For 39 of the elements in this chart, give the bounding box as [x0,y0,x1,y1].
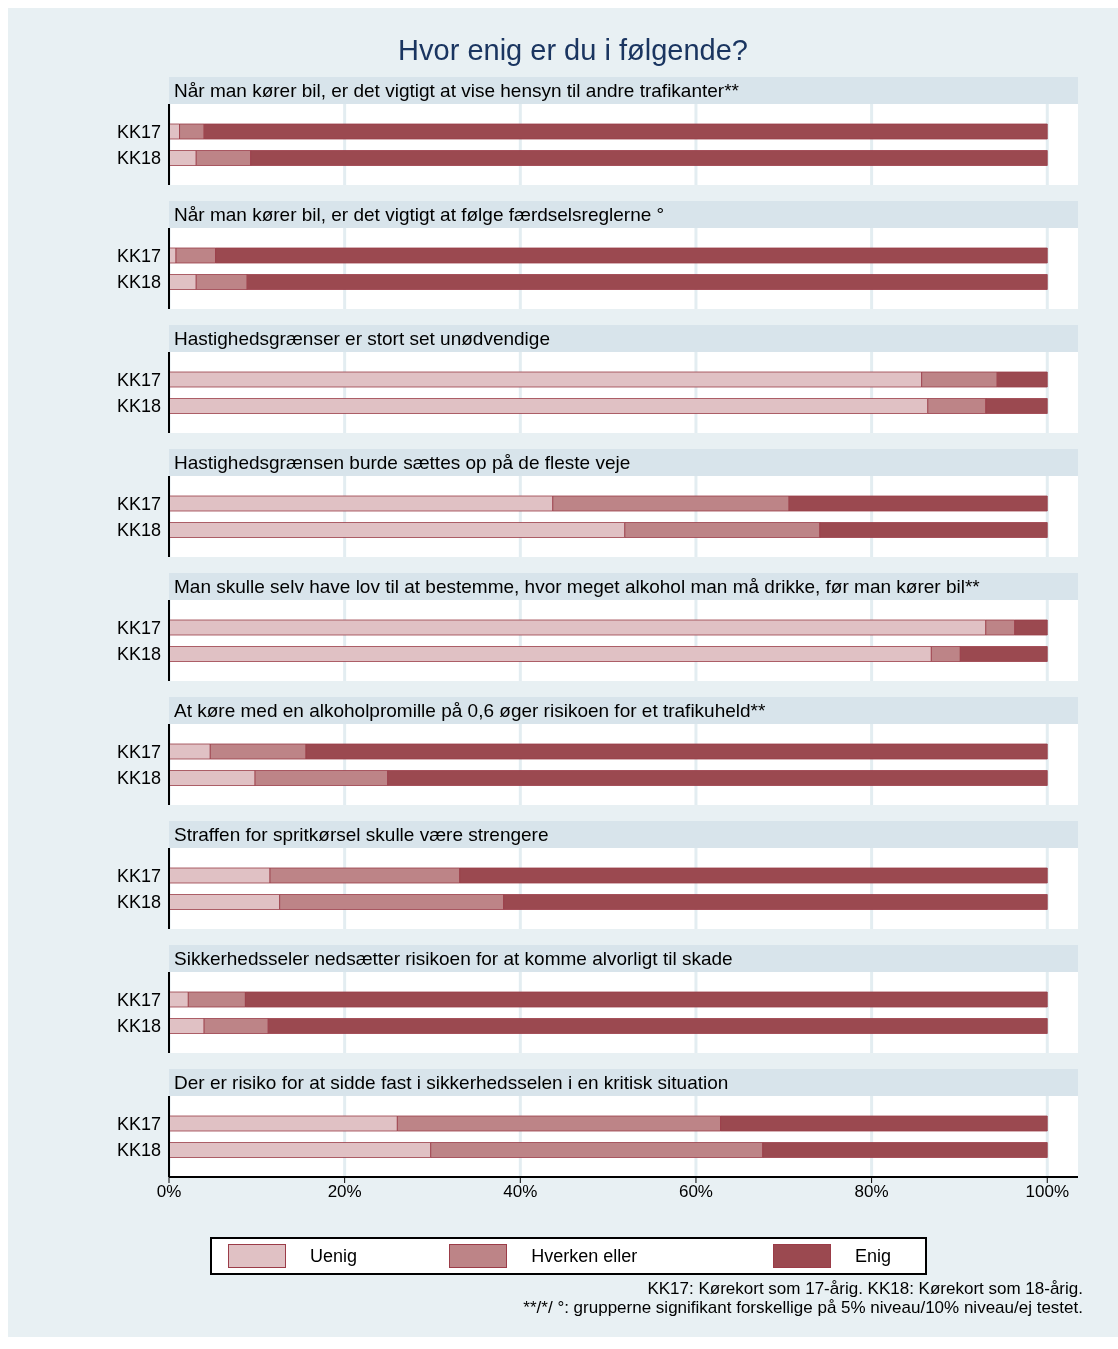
text: KK17: Kørekort som 17-årig. KK18: Kørekort som 18-årig. [646,1279,1083,1298]
y-tick-label: KK18 [116,272,161,293]
x-tick-label: 80% [854,1182,889,1202]
y-tick-label: KK18 [116,148,161,169]
legend-label: Enig [855,1245,892,1267]
x-tick-label: 0% [156,1182,182,1202]
y-tick-label: KK18 [116,1016,161,1037]
chart-subtitle: Man skulle selv have lov til at bestemme, hvor meget alkohol man må drikke, før man kører bil** [169,573,1078,600]
x-tick-label: 40% [503,1182,538,1202]
chart-subtitle: Straffen for spritkørsel skulle være strengere [169,821,1078,848]
y-tick-label: KK18 [116,1140,161,1161]
legend-label: Uenig [310,1245,358,1267]
legend-label: Hverken eller [531,1245,638,1267]
y-tick-label: KK17 [116,865,161,886]
y-tick-label: KK18 [116,396,161,417]
y-tick-label: KK18 [116,768,161,789]
x-tick-label: 100% [1025,1182,1069,1202]
chart-subtitle: Når man kører bil, er det vigtigt at vise hensyn til andre trafikanter** [169,77,1078,104]
chart-subtitle: Hastighedsgrænser er stort set unødvendige [169,325,1078,352]
y-tick-label: KK17 [116,369,161,390]
text: **/*/ °: grupperne signifikant forskellige på 5% niveau/10% niveau/ej testet. [522,1298,1083,1317]
chart-subtitle: Der er risiko for at sidde fast i sikkerhedsselen i en kritisk situation [169,1069,1078,1096]
y-tick-label: KK17 [116,1113,161,1134]
y-tick-label: KK17 [116,493,161,514]
chart-title: Hvor enig er du i følgende? [397,33,749,68]
y-tick-label: KK17 [116,245,161,266]
x-tick-label: 20% [327,1182,362,1202]
chart-subtitle: Når man kører bil, er det vigtigt at følge færdselsreglerne ° [169,201,1078,228]
y-tick-label: KK18 [116,520,161,541]
y-tick-label: KK17 [116,617,161,638]
y-tick-label: KK18 [116,644,161,665]
x-tick-label: 60% [678,1182,713,1202]
chart-subtitle: At køre med en alkoholpromille på 0,6 øger risikoen for et trafikuheld** [169,697,1078,724]
chart-subtitle: Sikkerhedsseler nedsætter risikoen for at komme alvorligt til skade [169,945,1078,972]
y-tick-label: KK18 [116,892,161,913]
y-tick-label: KK17 [116,741,161,762]
y-tick-label: KK17 [116,121,161,142]
y-tick-label: KK17 [116,989,161,1010]
chart-subtitle: Hastighedsgrænsen burde sættes op på de fleste veje [169,449,1078,476]
